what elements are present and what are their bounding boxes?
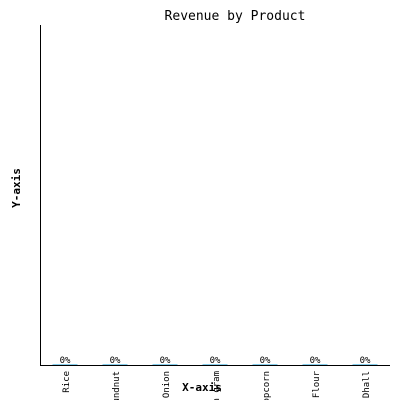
x-tick-label-2: Onion <box>162 371 172 398</box>
x-tick-label-0: Rice <box>62 371 72 393</box>
bar-2 <box>152 364 178 365</box>
data-label-0: 0% <box>60 356 71 366</box>
bar-4 <box>252 364 278 365</box>
x-tick-label-4: Popcorn <box>262 371 272 400</box>
data-label-3: 0% <box>210 356 221 366</box>
data-label-6: 0% <box>360 356 371 366</box>
bar-1 <box>102 364 128 365</box>
bar-3 <box>202 364 228 365</box>
x-tick-label-1: Groundnut <box>112 371 122 400</box>
x-tick-label-3: Green gram <box>212 371 222 400</box>
chart-title: Revenue by Product <box>165 9 306 24</box>
x-axis-label: X-axis <box>182 381 222 394</box>
data-label-4: 0% <box>260 356 271 366</box>
bars-group <box>52 364 378 365</box>
x-tick-label-6: Orid Dhall <box>362 371 372 400</box>
x-tick-label-5: Wheat Flour <box>312 370 322 400</box>
bar-5 <box>302 364 328 365</box>
bar-0 <box>52 364 78 365</box>
x-tick-labels: Rice Groundnut Onion Green gram Popcorn Wheat… <box>62 370 372 405</box>
data-label-5: 0% <box>310 356 321 366</box>
y-axis-label: Y-axis <box>10 168 23 208</box>
data-label-1: 0% <box>110 356 121 366</box>
data-labels: 0% 0% 0% 0% 0% 0% 0% <box>60 356 371 366</box>
bar-6 <box>352 364 378 365</box>
data-label-2: 0% <box>160 356 171 366</box>
